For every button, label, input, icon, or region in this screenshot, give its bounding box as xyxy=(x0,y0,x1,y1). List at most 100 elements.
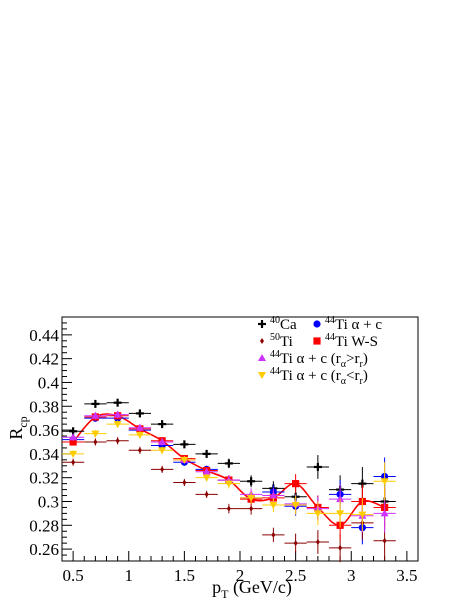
y-axis-label-main: R xyxy=(6,428,26,440)
legend-label-isotope: 44 xyxy=(270,349,280,360)
data-point xyxy=(69,450,78,458)
series-2 xyxy=(62,437,396,563)
legend-label-isotope: 44 xyxy=(325,315,335,326)
x-tick-label: 0.5 xyxy=(63,566,84,585)
data-point xyxy=(69,438,77,446)
y-tick-label: 0.34 xyxy=(29,445,59,464)
legend-label-isotope: 50 xyxy=(270,332,280,343)
data-point xyxy=(313,510,322,518)
x-tick-label: 2 xyxy=(236,566,245,585)
data-point xyxy=(293,540,298,547)
y-tick-label: 0.44 xyxy=(29,326,59,345)
data-point xyxy=(249,505,254,512)
data-point xyxy=(158,447,167,455)
y-tick-label: 0.26 xyxy=(29,540,59,559)
series-5 xyxy=(62,420,396,532)
data-point xyxy=(336,510,345,518)
legend-marker xyxy=(258,354,266,361)
data-point xyxy=(135,423,144,431)
y-tick-label: 0.36 xyxy=(29,421,59,440)
legend-label: 44Ti α + c (rα<rr) xyxy=(270,366,368,387)
data-point xyxy=(91,411,100,419)
legend-marker xyxy=(258,372,266,379)
legend-marker xyxy=(313,337,321,345)
data-point xyxy=(204,491,209,498)
data-point xyxy=(269,491,278,499)
data-points xyxy=(62,398,396,563)
data-point xyxy=(380,509,389,517)
x-axis-label-main: p xyxy=(212,577,221,597)
legend-label: 44Ti α + c (rα>rr) xyxy=(270,349,368,370)
data-point xyxy=(160,466,165,473)
y-axis-label-sub: cp xyxy=(16,416,30,427)
legend-label-isotope: 44 xyxy=(325,332,335,343)
y-tick-label: 0.38 xyxy=(29,397,59,416)
data-point xyxy=(226,505,231,512)
data-point xyxy=(91,430,100,438)
x-axis-label-sub: T xyxy=(221,587,229,601)
series-4 xyxy=(62,410,396,533)
legend-label-close: ) xyxy=(363,368,368,384)
data-point xyxy=(291,502,300,510)
data-point xyxy=(358,511,367,519)
legend-label-close: ) xyxy=(363,351,368,367)
data-point xyxy=(69,433,78,441)
y-tick-label: 0.3 xyxy=(38,492,59,511)
legend-label-text: Ti xyxy=(280,334,293,350)
legend-label: 50Ti xyxy=(270,332,293,350)
data-point xyxy=(115,437,120,444)
data-point xyxy=(71,459,76,466)
legend-label-isotope: 44 xyxy=(270,366,280,377)
x-axis-label-unit: (GeV/c) xyxy=(228,577,291,598)
data-point xyxy=(336,495,345,503)
data-point xyxy=(338,544,343,551)
legend-marker xyxy=(313,320,321,328)
data-point xyxy=(135,431,144,439)
y-tick-label: 0.28 xyxy=(29,516,59,535)
x-tick-label: 1.5 xyxy=(174,566,195,585)
data-point xyxy=(158,437,167,445)
data-point xyxy=(202,467,211,475)
legend-label: 44Ti α + c xyxy=(325,315,382,333)
y-axis-ticks: 0.26 0.28 0.3 0.32 0.34 0.36 0.38 0.4 0.42 0.44 xyxy=(29,316,72,562)
data-point xyxy=(271,531,276,538)
legend-label-text: Ti W-S xyxy=(335,334,378,350)
x-tick-label: 1 xyxy=(125,566,134,585)
data-point xyxy=(93,438,98,445)
data-point xyxy=(182,479,187,486)
data-point xyxy=(247,494,256,502)
x-tick-label: 3 xyxy=(347,566,356,585)
legend-label-text: Ca xyxy=(280,317,297,333)
legend-label-sub-alpha: α xyxy=(341,376,347,387)
legend-marker xyxy=(260,338,264,344)
data-point xyxy=(113,421,122,429)
data-point xyxy=(380,478,389,486)
x-axis-label: pT (GeV/c) xyxy=(212,577,292,601)
legend-label-sub-mott: r xyxy=(360,376,364,387)
legend-label-cmp: >r xyxy=(346,351,359,367)
y-tick-label: 0.4 xyxy=(38,373,60,392)
legend-label-text: Ti α + c (r xyxy=(280,368,341,384)
legend-label-cmp: <r xyxy=(346,368,359,384)
legend-label-sub-alpha: α xyxy=(341,359,347,370)
data-point xyxy=(113,410,122,418)
data-point xyxy=(292,480,300,488)
x-tick-label: 2.5 xyxy=(285,566,306,585)
y-axis-label: Rcp xyxy=(6,416,30,439)
x-tick-label: 3.5 xyxy=(396,566,417,585)
data-point xyxy=(224,480,233,488)
y-tick-label: 0.42 xyxy=(29,350,59,369)
legend-label-sub-mott: r xyxy=(360,359,364,370)
legend-label-text: Ti α + c (r xyxy=(280,351,341,367)
x-axis-ticks: 0.5 1 1.5 2 2.5 3 3.5 xyxy=(61,551,419,585)
legend-label-text: Ti α + c xyxy=(335,317,382,333)
data-point xyxy=(202,474,211,482)
data-point xyxy=(382,537,387,544)
legend-label-isotope: 40 xyxy=(270,315,280,326)
series-0 xyxy=(62,398,396,521)
legend-label: 40Ca xyxy=(270,315,297,333)
data-point xyxy=(315,538,320,545)
data-point xyxy=(180,456,189,464)
